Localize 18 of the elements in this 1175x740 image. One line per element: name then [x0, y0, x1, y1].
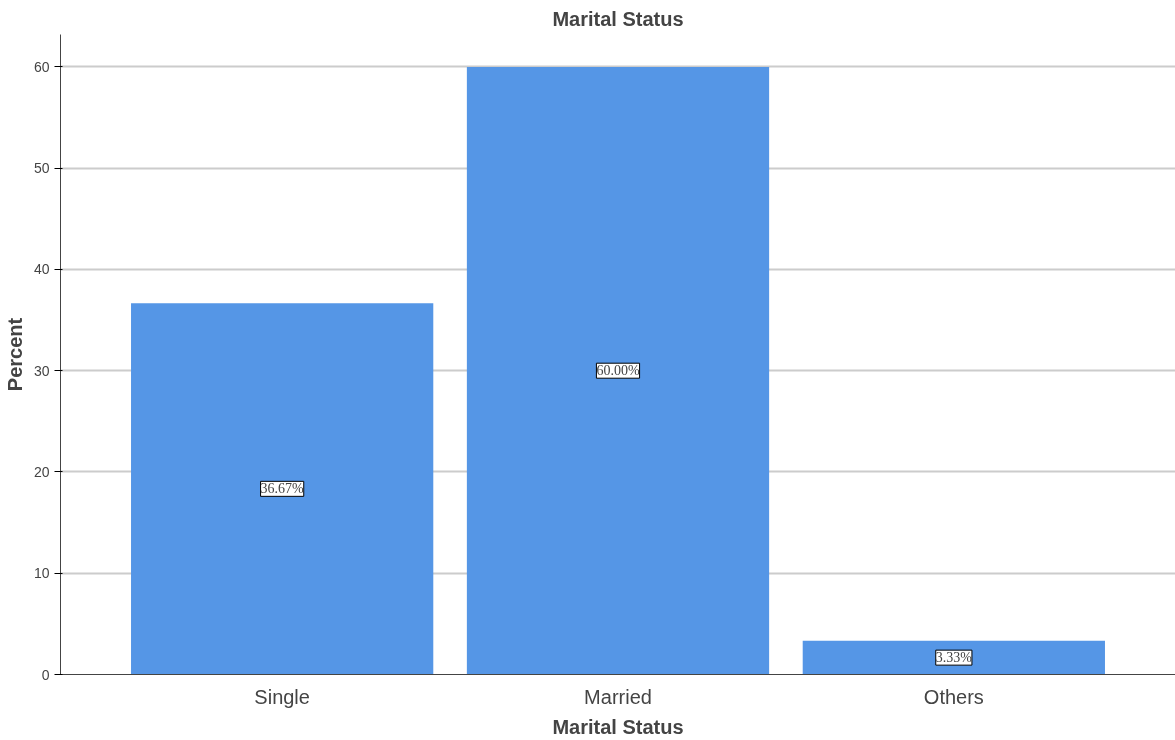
x-tick-label: Married — [584, 685, 652, 708]
bar — [466, 66, 770, 675]
y-tick-label: 0 — [41, 666, 50, 683]
data-label: 36.67% — [260, 481, 305, 497]
x-tick-label: Others — [923, 685, 984, 708]
y-tick-label: 50 — [33, 160, 50, 177]
y-tick-label: 30 — [33, 362, 50, 379]
y-tick-label: 60 — [33, 58, 50, 75]
data-label: 60.00% — [596, 363, 640, 379]
x-axis-title: Marital Status — [552, 715, 684, 738]
chart-title: Marital Status — [552, 7, 684, 30]
y-tick-label: 10 — [33, 565, 50, 582]
y-tick-label: 40 — [33, 261, 50, 278]
bar — [802, 640, 1105, 675]
y-axis-title: Percent — [3, 317, 26, 392]
x-tick-label: Single — [254, 685, 310, 708]
bar — [131, 303, 434, 675]
y-tick-label: 20 — [33, 463, 50, 480]
